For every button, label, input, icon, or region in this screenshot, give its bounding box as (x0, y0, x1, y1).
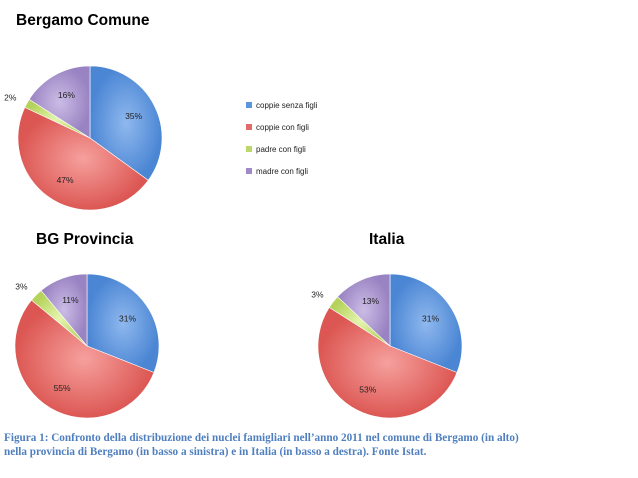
pie-slice-italia-coppie-con-figli (317, 307, 458, 419)
pie-slice-italia-coppie-senza-figli (389, 273, 463, 373)
chart-title-italia: Italia (369, 231, 405, 248)
caption-line-1: Figura 1: Confronto della distribuzione … (4, 432, 519, 444)
data-label-bg-provincia-coppie-con-figli: 55% (54, 383, 71, 393)
pie-slice-bg-provincia-coppie-con-figli (14, 299, 155, 419)
data-label-bergamo-comune-coppie-con-figli: 47% (57, 175, 74, 185)
figure-caption: Figura 1: Confronto della distribuzione … (4, 431, 634, 459)
pie-slices-bergamo-comune: 35% 47% 2% 16% (4, 65, 163, 211)
legend-label: coppie senza figli (256, 101, 318, 110)
data-label-bg-provincia-padre-con-figli: 3% (15, 282, 28, 292)
legend-swatch (246, 102, 252, 108)
pie-slices-italia: 31% 53% 3% 13% (311, 273, 463, 419)
pie-chart-bergamo-comune: Bergamo Comune 35% 47% 2% 16% (4, 12, 163, 211)
data-label-bergamo-comune-padre-con-figli: 2% (4, 93, 17, 103)
legend-swatch (246, 146, 252, 152)
data-label-bergamo-comune-madre-con-figli: 16% (58, 90, 75, 100)
pie-slices-bg-provincia: 31% 55% 3% 11% (14, 273, 160, 419)
legend-swatch (246, 124, 252, 130)
legend-item-coppie-senza-figli: coppie senza figli (246, 101, 318, 110)
pie-slice-bergamo-comune-coppie-con-figli (17, 106, 149, 211)
pie-chart-bg-provincia: BG Provincia 31% 55% 3% 11% (14, 231, 160, 419)
legend-item-coppie-con-figli: coppie con figli (246, 123, 309, 132)
chart-title-bg-provincia: BG Provincia (36, 231, 134, 248)
legend-swatch (246, 168, 252, 174)
legend-label: coppie con figli (256, 123, 309, 132)
chart-title-bergamo-comune: Bergamo Comune (16, 12, 150, 29)
chart-legend: coppie senza figli coppie con figli padr… (246, 101, 318, 176)
legend-label: padre con figli (256, 145, 306, 154)
legend-item-madre-con-figli: madre con figli (246, 167, 308, 176)
legend-label: madre con figli (256, 167, 308, 176)
pie-slice-italia-madre-con-figli (337, 273, 391, 347)
data-label-bg-provincia-madre-con-figli: 11% (62, 295, 79, 305)
data-label-italia-padre-con-figli: 3% (311, 290, 324, 300)
legend-item-padre-con-figli: padre con figli (246, 145, 306, 154)
data-label-italia-coppie-senza-figli: 31% (422, 314, 439, 324)
data-label-bg-provincia-coppie-senza-figli: 31% (119, 314, 136, 324)
data-label-italia-coppie-con-figli: 53% (359, 385, 376, 395)
pie-slice-bergamo-comune-coppie-senza-figli (89, 65, 163, 181)
caption-line-2: nella provincia di Bergamo (in basso a s… (4, 446, 427, 458)
data-label-bergamo-comune-coppie-senza-figli: 35% (125, 111, 142, 121)
pie-slice-bg-provincia-madre-con-figli (40, 273, 88, 347)
pie-slice-bergamo-comune-madre-con-figli (28, 65, 91, 139)
pie-chart-italia: Italia 31% 53% 3% 13% (311, 231, 463, 419)
pie-slice-bg-provincia-coppie-senza-figli (86, 273, 160, 373)
data-label-italia-madre-con-figli: 13% (362, 296, 379, 306)
